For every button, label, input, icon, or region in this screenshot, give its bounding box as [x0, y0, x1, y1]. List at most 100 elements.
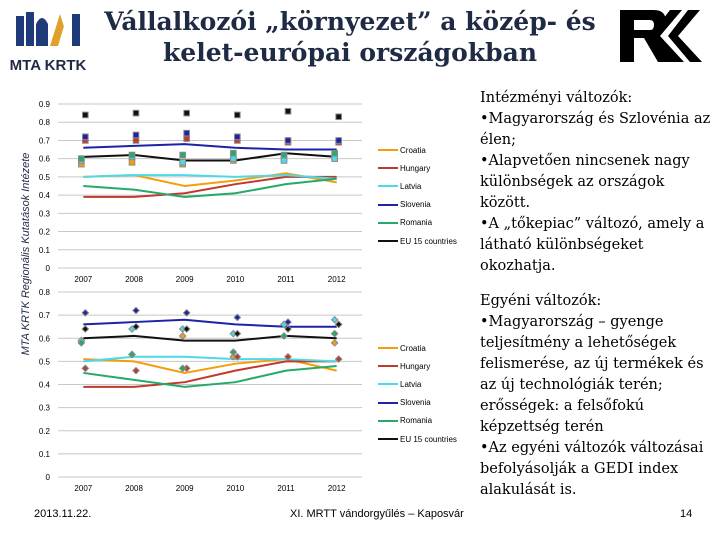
- series-line-slovenia: [83, 143, 337, 151]
- point-eu15: [182, 325, 191, 333]
- point-eu15: [234, 111, 241, 119]
- institutional-line-2: •Alapvetően nincsenek nagy különbségek a…: [480, 153, 690, 211]
- legend-label-hungary: Hungary: [400, 163, 431, 173]
- legend-swatch-croatia: [378, 149, 398, 152]
- footer-date: 2013.11.22.: [34, 508, 92, 520]
- legend-item-hungary: Hungary: [378, 159, 476, 177]
- point-romania: [230, 149, 237, 157]
- legend-swatch-slovenia: [378, 401, 398, 404]
- point-romania: [229, 348, 238, 357]
- x-tick-label: 2007: [74, 484, 92, 493]
- point-romania: [331, 149, 338, 157]
- institutional-heading: Intézményi változók:: [480, 90, 633, 106]
- y-tick-label: 0.5: [39, 357, 51, 366]
- legend-swatch-hungary: [378, 167, 398, 170]
- x-tick-label: 2007: [74, 275, 92, 284]
- series-line-latvia: [83, 355, 337, 363]
- legend-label-romania: Romania: [400, 416, 433, 426]
- legend-swatch-romania: [378, 419, 398, 422]
- point-slovenia: [81, 308, 90, 317]
- point-eu15: [284, 107, 292, 115]
- x-tick-label: 2009: [176, 484, 194, 493]
- point-eu15: [82, 111, 89, 119]
- legend-swatch-slovenia: [378, 203, 398, 206]
- legend-item-latvia: Latvia: [378, 177, 476, 195]
- y-tick-label: 0.8: [39, 118, 51, 127]
- legend-item-eu15: EU 15 countries: [378, 430, 476, 448]
- legend-swatch-croatia: [378, 347, 398, 350]
- point-slovenia: [233, 313, 242, 322]
- point-hungary: [334, 355, 343, 363]
- title-line-1: Vállalkozói „környezet” a közép- és: [104, 7, 596, 36]
- point-romania: [128, 151, 136, 159]
- y-tick-label: 0.7: [39, 311, 51, 320]
- x-tick-label: 2012: [328, 484, 346, 493]
- logo-text: MTA KRTK: [10, 57, 87, 74]
- individual-line-2: erősségek: a felsőfokú képzettség terén: [480, 398, 645, 435]
- point-romania: [78, 155, 85, 162]
- point-eu15: [284, 325, 292, 333]
- legend-label-slovenia: Slovenia: [400, 200, 431, 210]
- legend-label-slovenia: Slovenia: [400, 398, 431, 408]
- point-romania: [77, 338, 86, 347]
- point-eu15: [233, 329, 242, 338]
- x-tick-label: 2008: [125, 275, 143, 284]
- point-romania: [128, 350, 136, 359]
- legend-swatch-latvia: [378, 185, 398, 188]
- point-latvia: [331, 155, 338, 162]
- institutional-line-3: •A „tőkepiac” változó, amely a látható k…: [480, 216, 705, 274]
- legend-label-latvia: Latvia: [400, 379, 422, 389]
- point-slovenia: [234, 133, 241, 141]
- title-line-2: kelet-európai országokban: [162, 38, 537, 67]
- y-tick-label: 0.6: [39, 334, 51, 343]
- point-latvia: [230, 155, 237, 162]
- legend-label-croatia: Croatia: [400, 343, 426, 353]
- y-tick-label: 0.1: [39, 246, 51, 255]
- legend-swatch-eu15: [378, 240, 398, 243]
- y-tick-label: 0.7: [39, 136, 51, 145]
- point-eu15: [132, 109, 140, 117]
- point-slovenia: [132, 306, 140, 315]
- chart-individual: 0 0.1 0.2 0.3 0.4 0.5 0.6 0.7 0.8 2007 2008 2009 201…: [39, 288, 362, 493]
- mta-krtk-logo: MTA KRTK: [10, 12, 87, 74]
- y-tick-label: 0: [46, 264, 51, 273]
- y-tick-label: 0.9: [39, 100, 51, 109]
- legend-item-romania: Romania: [378, 412, 476, 430]
- footer-page-number: 14: [680, 508, 693, 520]
- y-tick-label: 0.3: [39, 404, 51, 413]
- y-tick-label: 0: [46, 473, 51, 482]
- legend-item-hungary: Hungary: [378, 357, 476, 375]
- point-slovenia: [132, 131, 140, 139]
- point-romania: [280, 332, 288, 340]
- point-slovenia: [183, 129, 190, 137]
- chart-institutional: 0 0.1 0.2 0.3 0.4 0.5 0.6 0.7 0.8 0.9 2007 2008 2009…: [39, 100, 362, 284]
- legend-swatch-eu15: [378, 438, 398, 441]
- legend-item-latvia: Latvia: [378, 375, 476, 393]
- legend-label-eu15: EU 15 countries: [400, 236, 457, 246]
- x-tick-label: 2010: [226, 484, 244, 493]
- legend-individual: Croatia Hungary Latvia Slovenia Romania EU 15…: [378, 339, 476, 448]
- point-slovenia: [335, 137, 342, 144]
- page-title: Vállalkozói „környezet” a közép- és kele…: [100, 6, 600, 68]
- individual-line-1: •Magyarország – gyenge teljesítmény a le…: [480, 314, 704, 393]
- legend-item-romania: Romania: [378, 214, 476, 232]
- individual-variables-text: Egyéni változók: •Magyarország – gyenge …: [480, 291, 714, 501]
- institutional-variables-text: Intézményi változók: •Magyarország és Sz…: [480, 88, 714, 277]
- point-croatia: [128, 159, 136, 166]
- y-tick-label: 0.5: [39, 173, 51, 182]
- point-latvia: [280, 157, 288, 164]
- institutional-line-1: •Magyarország és Szlovénia az élen;: [480, 111, 711, 148]
- point-hungary: [132, 366, 140, 375]
- point-eu15: [81, 325, 90, 333]
- point-eu15: [335, 113, 342, 121]
- point-hungary: [284, 352, 292, 361]
- point-eu15: [334, 320, 343, 329]
- logo-mark: [16, 12, 80, 46]
- point-slovenia: [284, 137, 292, 144]
- point-hungary: [81, 364, 90, 373]
- series-line-slovenia: [83, 318, 337, 328]
- legend-swatch-romania: [378, 221, 398, 224]
- series-line-latvia: [83, 174, 337, 180]
- x-tick-label: 2009: [176, 275, 194, 284]
- rk-logo: [620, 10, 702, 62]
